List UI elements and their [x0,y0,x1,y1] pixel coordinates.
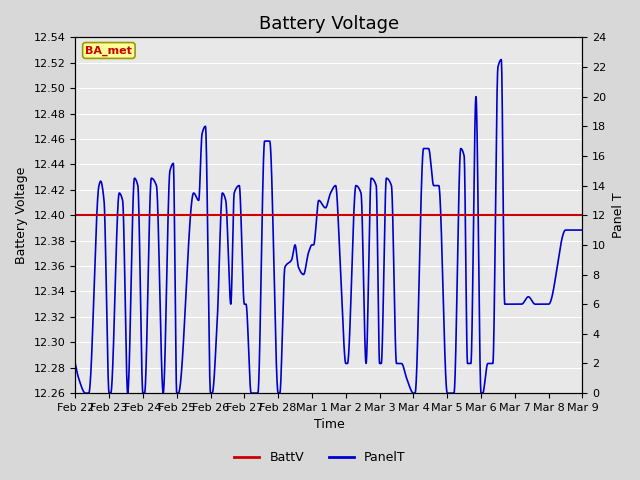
Legend: BattV, PanelT: BattV, PanelT [229,446,411,469]
Y-axis label: Panel T: Panel T [612,192,625,238]
Title: Battery Voltage: Battery Voltage [259,15,399,33]
X-axis label: Time: Time [314,419,344,432]
Text: BA_met: BA_met [85,45,132,56]
Y-axis label: Battery Voltage: Battery Voltage [15,167,28,264]
